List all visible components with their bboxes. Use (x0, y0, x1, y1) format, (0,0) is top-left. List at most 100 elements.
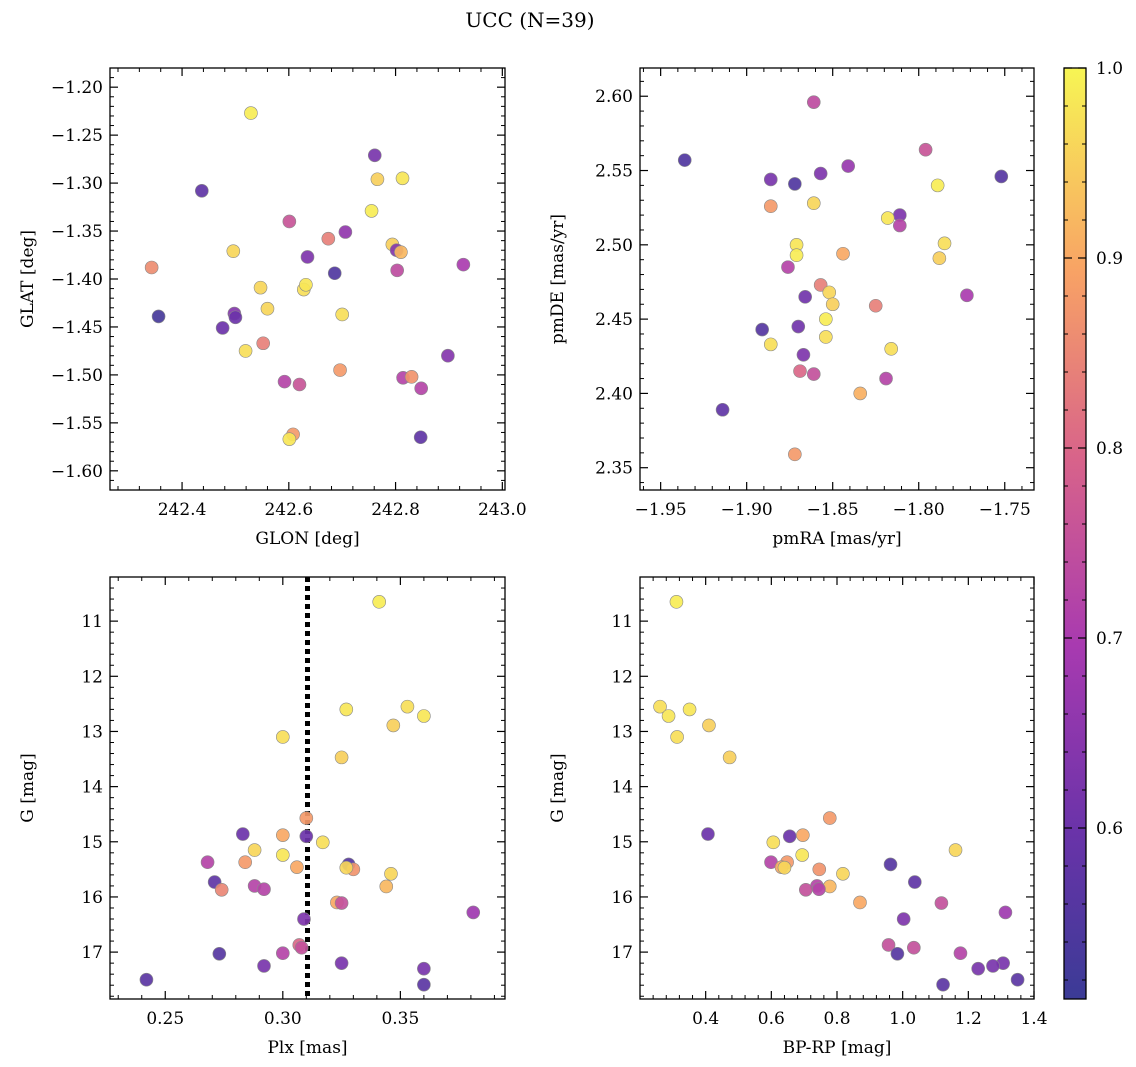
scatter-point (144, 260, 159, 275)
scatter-point (333, 363, 347, 377)
scatter-point (908, 875, 922, 889)
axes-frame (639, 576, 1035, 1000)
scatter-point (793, 364, 807, 378)
scatter-point (257, 959, 271, 973)
scatter-point (661, 709, 676, 723)
colorbar-tick-label: 0.6 (1096, 819, 1123, 839)
scatter-point (781, 260, 795, 274)
scatter-point (918, 142, 933, 157)
scatter-point (299, 277, 313, 292)
scatter-point (766, 835, 781, 850)
x-tick-label: −1.80 (893, 500, 945, 520)
scatter-point (200, 855, 215, 869)
scatter-point (276, 828, 290, 842)
scatter-point (226, 244, 241, 258)
scatter-point (276, 848, 290, 862)
scatter-point (890, 946, 905, 961)
scatter-point (372, 595, 387, 609)
scatter-point (466, 905, 481, 920)
y-tick-label: 15 (81, 833, 103, 853)
scatter-point (327, 266, 342, 281)
scatter-point (819, 312, 833, 326)
scatter-point (782, 829, 797, 844)
y-tick-label: −1.55 (51, 414, 103, 434)
y-tick-label: 12 (81, 667, 103, 687)
y-tick-label: −1.25 (51, 126, 103, 146)
scatter-point (932, 251, 947, 265)
scatter-point (364, 204, 379, 218)
panel-glon-glat: 242.4 242.6 242.8 243.0 −1.60 −1.55 −1.50 −1.45… (18, 67, 527, 549)
y-tick-label: 16 (611, 888, 633, 908)
scatter-point (960, 288, 974, 303)
scatter-point (253, 280, 268, 295)
scatter-point (836, 866, 850, 881)
x-tick-label: −1.90 (721, 500, 773, 520)
scatter-point (881, 938, 896, 952)
scatter-point (400, 699, 415, 714)
scatter-point (214, 882, 229, 897)
scatter-point (276, 730, 290, 744)
scatter-point (880, 211, 895, 225)
scatter-point (948, 843, 963, 857)
scatter-point (670, 730, 684, 744)
scatter-point (456, 257, 471, 272)
scatter-point (404, 370, 419, 384)
scatter-point (722, 750, 737, 765)
x-tick-label: 242.6 (264, 500, 313, 520)
x-tick-label: −1.85 (807, 500, 859, 520)
axes-frame (639, 67, 1035, 491)
scatter-point (335, 307, 349, 322)
y-tick-label: 11 (81, 612, 103, 632)
scatter-point (795, 848, 809, 862)
scatter-point (315, 835, 330, 850)
x-tick-label: −1.95 (635, 500, 687, 520)
scatter-point (282, 214, 297, 229)
scatter-point (282, 432, 297, 446)
x-tick-label: 0.4 (692, 1009, 719, 1029)
scatter-point (390, 263, 404, 278)
scatter-point (715, 402, 730, 417)
scatter-point (677, 153, 692, 167)
colorbar: 0.6 0.7 0.8 0.9 1.0 (1063, 59, 1123, 1000)
x-tick-label: 0.30 (264, 1009, 302, 1029)
scatter-point (884, 342, 898, 356)
scatter-point (669, 595, 684, 609)
y-tick-label: 15 (611, 833, 633, 853)
scatter-point (299, 811, 314, 825)
scatter-point (868, 298, 883, 313)
scatter-point (334, 956, 349, 970)
axes-frame (109, 67, 506, 491)
y-axis-label: G [mag] (548, 753, 568, 822)
scatter-point (806, 367, 821, 381)
scatter-point (825, 297, 840, 312)
scatter-point (822, 285, 837, 300)
scatter-point (417, 961, 431, 976)
scatter-point (139, 972, 154, 987)
scatter-point (414, 381, 428, 396)
panel-plx-g: 0.25 0.30 0.35 11 12 13 14 15 16 17 Plx [mas] G [ma… (18, 576, 506, 1058)
scatter-point (763, 172, 778, 187)
x-tick-label: 0.35 (381, 1009, 419, 1029)
scatter-point (441, 348, 455, 363)
scatter-point (367, 148, 382, 163)
panel-bprp-g: 0.4 0.6 0.8 1.0 1.2 1.4 11 12 13 14 15 16 17 BP-RP [m… (548, 576, 1048, 1058)
scatter-point (796, 828, 810, 842)
scatter-point (755, 322, 769, 337)
scatter-point (798, 290, 812, 304)
scatter-point (812, 862, 827, 877)
x-tick-label: 0.25 (146, 1009, 184, 1029)
y-tick-label: 12 (611, 667, 633, 687)
y-tick-label: 17 (611, 943, 633, 963)
scatter-point (763, 199, 778, 213)
y-tick-label: 2.50 (595, 236, 633, 256)
x-tick-label: 1.4 (1020, 1009, 1047, 1029)
scatter-point (763, 337, 778, 352)
scatter-point (247, 843, 262, 857)
scatter-point (836, 246, 850, 261)
y-tick-label: −1.35 (51, 222, 103, 242)
scatter-point (257, 882, 271, 897)
scatter-point (256, 336, 270, 351)
scatter-point (892, 218, 907, 233)
y-tick-label: −1.60 (51, 462, 103, 482)
scatter-point (789, 248, 804, 263)
